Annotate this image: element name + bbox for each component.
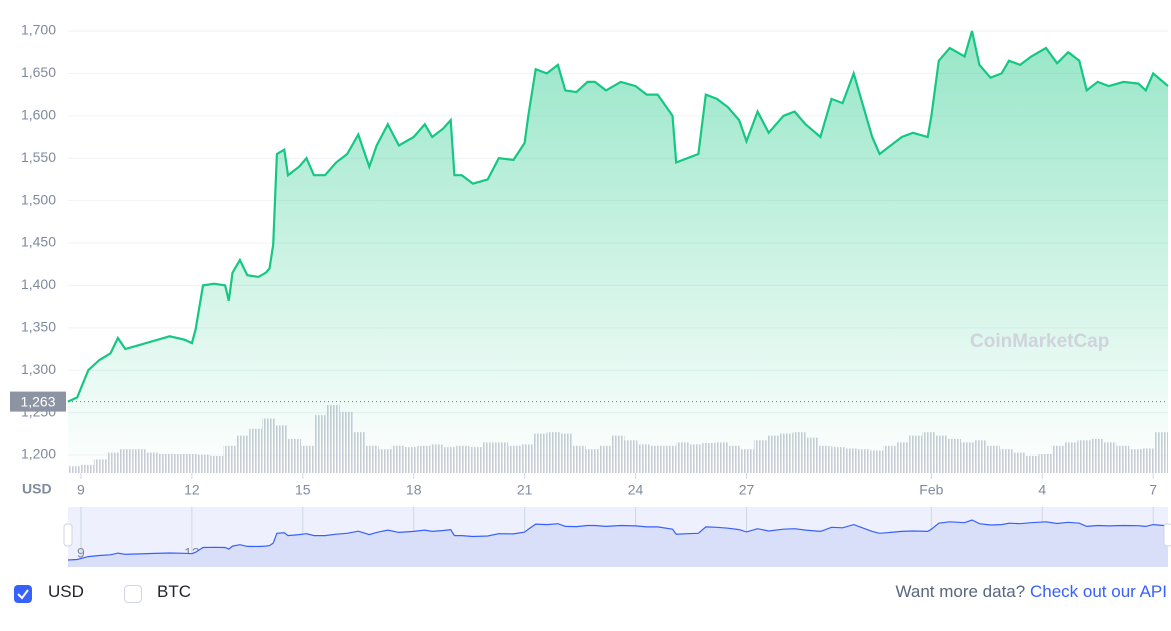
x-tick-label: 24 (628, 482, 644, 498)
reference-label: 1,263 (20, 393, 55, 409)
y-tick-label: 1,200 (21, 446, 56, 462)
x-tick-label: 18 (406, 482, 422, 498)
x-tick-label: 21 (517, 482, 533, 498)
navigator-handle[interactable] (63, 523, 73, 547)
footer: Want more data? Check out our API (895, 582, 1167, 602)
usd-checkbox[interactable] (14, 585, 32, 603)
x-tick-label: 4 (1038, 482, 1046, 498)
price-area (68, 31, 1168, 473)
y-tick-label: 1,300 (21, 361, 56, 377)
x-tick-label: 15 (295, 482, 311, 498)
chart: 1,2001,2501,3001,3501,4001,4501,5001,550… (10, 22, 1171, 567)
navigator-line (67, 519, 1169, 561)
y-tick-label: 1,550 (21, 149, 56, 165)
x-tick-label: 27 (739, 482, 755, 498)
y-tick-label: 1,500 (21, 191, 56, 207)
x-tick-label: 12 (184, 482, 200, 498)
reference-badge (10, 391, 66, 412)
watermark: CoinMarketCap (970, 331, 1109, 352)
navigator-handle[interactable] (1163, 523, 1171, 547)
y-tick-label: 1,700 (21, 22, 56, 38)
y-tick-label: 1,650 (21, 64, 56, 80)
navigator-area (68, 520, 1168, 567)
btc-checkbox[interactable] (124, 585, 142, 603)
check-icon (17, 589, 29, 600)
btc-option[interactable]: BTC (157, 582, 191, 601)
usd-option[interactable]: USD (48, 582, 84, 601)
x-tick-label: Feb (919, 482, 943, 498)
y-axis-label: USD (22, 481, 52, 497)
y-tick-label: 1,450 (21, 234, 56, 250)
x-tick-label: 7 (1149, 482, 1157, 498)
x-tick-label: 9 (77, 482, 85, 498)
y-tick-label: 1,350 (21, 319, 56, 335)
prompt: Want more data? (895, 582, 1026, 601)
api-link[interactable]: Check out our API (1029, 582, 1167, 601)
nav-tick-label: 9 (77, 545, 85, 561)
y-tick-label: 1,400 (21, 276, 56, 292)
y-tick-label: 1,600 (21, 107, 56, 123)
price-line (67, 30, 1169, 403)
